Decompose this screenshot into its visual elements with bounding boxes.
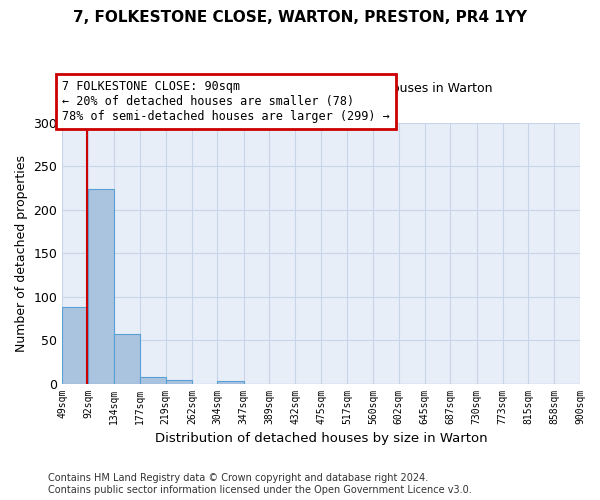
Y-axis label: Number of detached properties: Number of detached properties — [15, 155, 28, 352]
Bar — [114, 334, 140, 384]
Bar — [140, 378, 166, 384]
Text: Contains HM Land Registry data © Crown copyright and database right 2024.
Contai: Contains HM Land Registry data © Crown c… — [48, 474, 472, 495]
Text: 7 FOLKESTONE CLOSE: 90sqm
← 20% of detached houses are smaller (78)
78% of semi-: 7 FOLKESTONE CLOSE: 90sqm ← 20% of detac… — [62, 80, 390, 123]
Bar — [62, 307, 88, 384]
X-axis label: Distribution of detached houses by size in Warton: Distribution of detached houses by size … — [155, 432, 487, 445]
Bar — [217, 381, 244, 384]
Text: 7, FOLKESTONE CLOSE, WARTON, PRESTON, PR4 1YY: 7, FOLKESTONE CLOSE, WARTON, PRESTON, PR… — [73, 10, 527, 25]
Title: Size of property relative to detached houses in Warton: Size of property relative to detached ho… — [150, 82, 493, 96]
Bar — [166, 380, 192, 384]
Bar — [88, 189, 114, 384]
